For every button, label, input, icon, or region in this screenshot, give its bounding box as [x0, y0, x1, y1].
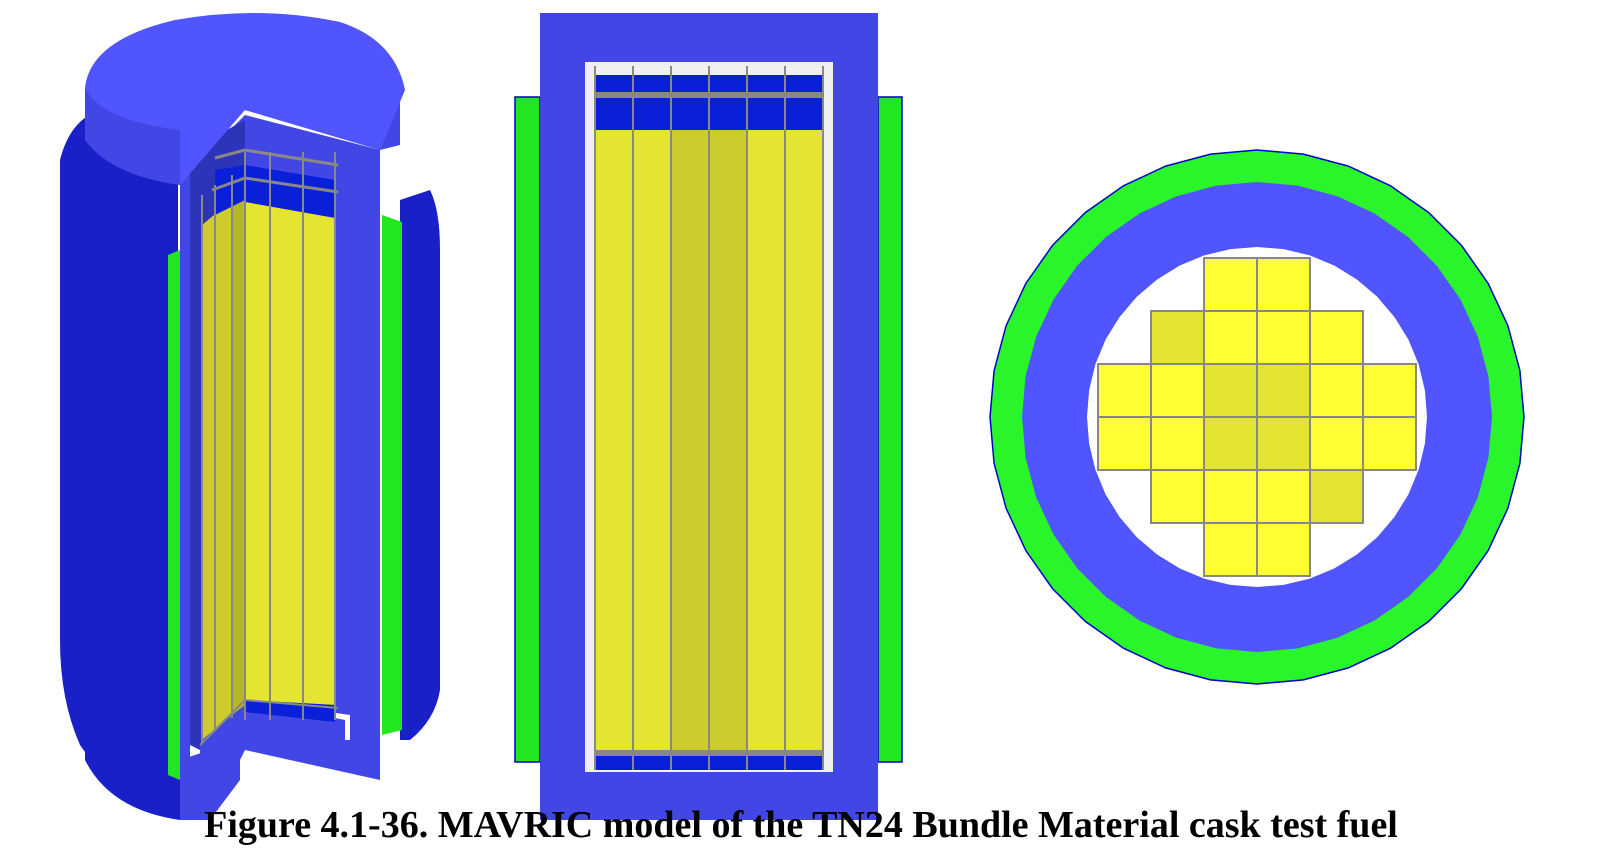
- radial-fuel-assembly: [1097, 363, 1152, 418]
- cutaway-fuel-corner: [232, 190, 245, 715]
- cutaway-bottom-plate: [199, 698, 339, 746]
- cutaway-grid-plate: [211, 176, 339, 194]
- radial-fuel-assembly: [1150, 416, 1205, 471]
- radial-fuel-assembly: [1256, 310, 1311, 365]
- radial-section-view: [989, 149, 1525, 685]
- radial-fuel-assembly: [1097, 416, 1152, 471]
- axial-section-view: [514, 13, 903, 820]
- axial-fuel-column: [671, 130, 709, 750]
- cutaway-fuel-front-face: [245, 200, 335, 705]
- radial-fuel-assembly: [1362, 416, 1417, 471]
- axial-neutron-shield-left: [514, 96, 541, 763]
- axial-fuel-column: [785, 130, 823, 750]
- neutron-shield-right: [382, 215, 402, 735]
- radial-fuel-assembly: [1203, 257, 1258, 312]
- cutaway-fuel-region: [199, 148, 339, 746]
- neutron-shield-left: [168, 250, 180, 780]
- radial-fuel-assembly: [1256, 522, 1311, 577]
- cask-top-lid: [85, 12, 405, 185]
- cask-top-lid-side: [85, 88, 180, 185]
- axial-fuel-column: [747, 130, 785, 750]
- figure-caption: Figure 4.1-36. MAVRIC model of the TN24 …: [204, 804, 1398, 846]
- radial-fuel-assembly: [1309, 363, 1364, 418]
- cutaway-3d-view: [60, 12, 440, 820]
- radial-fuel-assembly: [1203, 363, 1258, 418]
- radial-fuel-assembly: [1203, 310, 1258, 365]
- cutaway-top-plate: [214, 148, 339, 167]
- radial-fuel-assembly: [1256, 363, 1311, 418]
- radial-fuel-assembly: [1150, 310, 1205, 365]
- axial-fuel-column: [633, 130, 671, 750]
- radial-fuel-assembly: [1150, 469, 1205, 524]
- radial-fuel-assembly: [1309, 310, 1364, 365]
- radial-fuel-assembly: [1309, 469, 1364, 524]
- cutaway-top-end-fitting: [245, 165, 335, 218]
- axial-fuel-column: [595, 130, 633, 750]
- cutaway-top-end-fitting-left: [215, 165, 245, 215]
- radial-fuel-assembly: [1362, 363, 1417, 418]
- cask-outer-right-band: [400, 190, 440, 740]
- radial-fuel-assembly: [1203, 522, 1258, 577]
- radial-fuel-assembly: [1203, 416, 1258, 471]
- radial-fuel-grid: [1097, 257, 1417, 577]
- axial-fuel-column: [709, 130, 747, 750]
- axial-fuel-region: [594, 66, 824, 770]
- radial-fuel-assembly: [1256, 469, 1311, 524]
- axial-neutron-shield-right: [877, 96, 903, 763]
- radial-fuel-assembly: [1256, 416, 1311, 471]
- radial-fuel-assembly: [1150, 363, 1205, 418]
- cutaway-fuel-left-face: [202, 200, 232, 740]
- cut-face-floor: [200, 700, 380, 820]
- radial-fuel-assembly: [1256, 257, 1311, 312]
- cask-outer-cylinder: [60, 110, 178, 800]
- radial-fuel-assembly: [1309, 416, 1364, 471]
- radial-fuel-assembly: [1203, 469, 1258, 524]
